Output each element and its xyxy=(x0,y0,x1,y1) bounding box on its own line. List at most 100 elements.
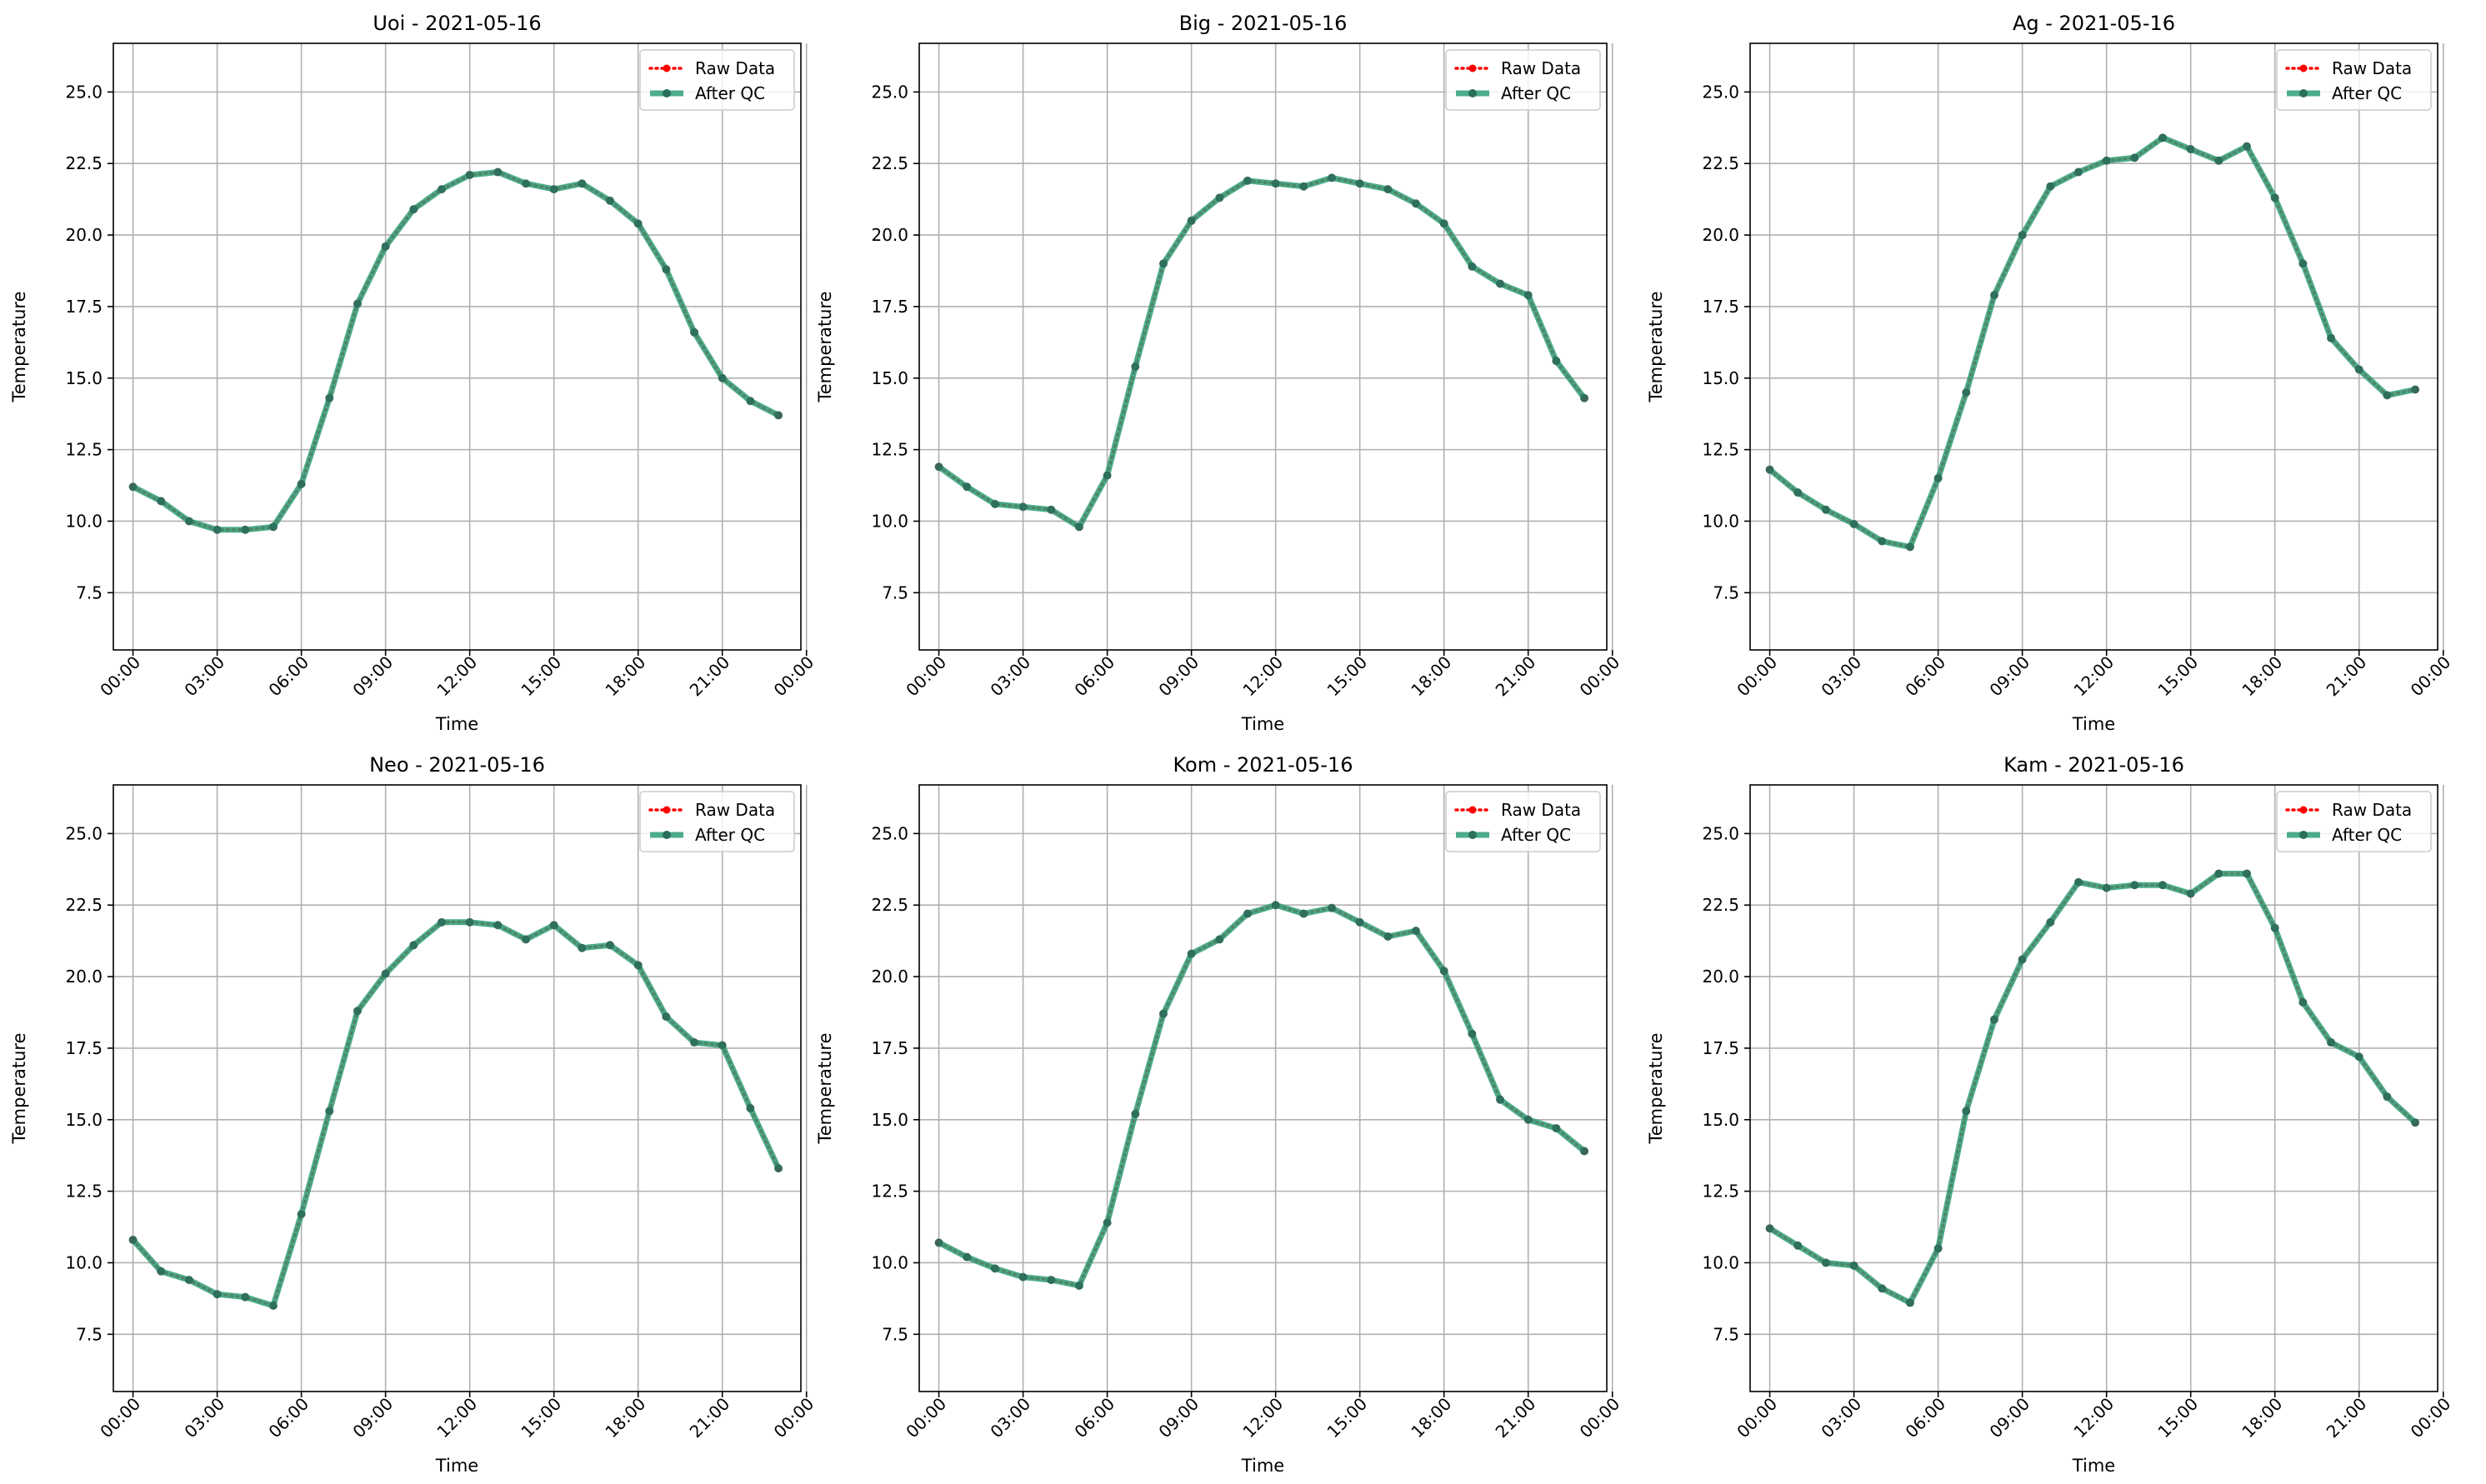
data-point-after-qc xyxy=(2327,1038,2336,1047)
data-point-after-qc xyxy=(718,373,727,382)
x-tick-label: 18:00 xyxy=(2238,652,2287,701)
data-point-after-qc xyxy=(184,1276,193,1285)
y-tick-label: 25.0 xyxy=(1702,823,1739,843)
data-point-after-qc xyxy=(325,1107,334,1116)
data-point-after-qc xyxy=(1933,473,1943,482)
data-point-after-qc xyxy=(2383,391,2392,400)
subplot-6: 7.5 10.0 12.5 15.0 17.5 20.0 22.5 25.0 00:00 03:0… xyxy=(1646,753,2454,1476)
y-tick-label: 25.0 xyxy=(871,823,908,843)
data-point-after-qc xyxy=(1580,1147,1589,1156)
data-point-after-qc xyxy=(1299,909,1308,918)
y-tick-label: 22.5 xyxy=(871,895,908,915)
data-point-after-qc xyxy=(1905,1298,1914,1307)
data-point-after-qc xyxy=(606,196,615,205)
data-point-after-qc xyxy=(1383,185,1393,194)
data-point-after-qc xyxy=(2354,365,2363,374)
data-point-after-qc xyxy=(268,1301,278,1310)
data-point-after-qc xyxy=(1468,262,1477,271)
data-point-after-qc xyxy=(2046,917,2055,927)
data-point-after-qc xyxy=(157,497,166,506)
legend-label-after-qc: After QC xyxy=(1501,825,1571,845)
data-point-after-qc xyxy=(774,411,783,420)
data-point-after-qc xyxy=(1131,362,1140,372)
x-tick-label: 03:00 xyxy=(986,652,1034,701)
legend-marker-after-qc xyxy=(1468,89,1477,97)
axes-frame xyxy=(113,42,802,651)
legend-marker-raw-data xyxy=(1468,806,1477,814)
x-tick-label: 18:00 xyxy=(1408,1394,1456,1442)
data-point-after-qc xyxy=(1989,291,1998,300)
series-line-after-qc xyxy=(130,919,782,1309)
y-tick-label: 15.0 xyxy=(871,368,908,388)
x-tick-label: 21:00 xyxy=(1492,1394,1540,1442)
data-point-after-qc xyxy=(493,921,503,930)
subplot-1: 7.5 10.0 12.5 15.0 17.5 20.0 22.5 25.0 00:00 03:0… xyxy=(9,12,818,734)
data-point-after-qc xyxy=(522,179,530,188)
data-point-after-qc xyxy=(1328,173,1336,182)
legend: Raw Data After QC xyxy=(1445,791,1601,852)
data-point-after-qc xyxy=(409,205,418,214)
data-point-after-qc xyxy=(241,525,250,534)
data-point-after-qc xyxy=(409,941,418,950)
data-point-after-qc xyxy=(213,1290,222,1299)
data-point-after-qc xyxy=(1383,932,1393,941)
x-axis-label: Time xyxy=(1241,714,1284,734)
data-point-after-qc xyxy=(1243,909,1252,918)
data-point-after-qc xyxy=(1271,901,1280,910)
x-tick-label: 00:00 xyxy=(2407,652,2455,701)
data-point-after-qc xyxy=(1496,279,1505,288)
legend-marker-raw-data xyxy=(663,64,671,72)
y-tick-label: 20.0 xyxy=(1702,967,1739,987)
data-point-after-qc xyxy=(578,179,587,188)
y-tick-label: 10.0 xyxy=(871,511,908,531)
legend: Raw Data After QC xyxy=(639,49,795,111)
subplot-title: Ag - 2021-05-16 xyxy=(2013,12,2175,35)
data-point-after-qc xyxy=(128,482,138,492)
series-line-raw-data xyxy=(937,176,1586,529)
data-point-after-qc xyxy=(1074,1281,1083,1290)
data-point-after-qc xyxy=(2102,883,2111,892)
legend-label-after-qc: After QC xyxy=(695,825,765,845)
x-tick-label: 12:00 xyxy=(2069,652,2118,701)
data-point-after-qc xyxy=(963,1252,972,1262)
x-tick-label: 03:00 xyxy=(180,1394,228,1442)
y-tick-label: 10.0 xyxy=(871,1252,908,1272)
subplot-3: 7.5 10.0 12.5 15.0 17.5 20.0 22.5 25.0 00:00 03:0… xyxy=(1646,12,2454,734)
y-tick-label: 22.5 xyxy=(871,153,908,173)
x-tick-label: 09:00 xyxy=(1154,652,1203,701)
x-tick-label: 09:00 xyxy=(348,652,397,701)
y-tick-label: 20.0 xyxy=(1702,225,1739,245)
legend-marker-after-qc xyxy=(663,831,671,839)
data-point-after-qc xyxy=(990,1264,999,1273)
data-point-after-qc xyxy=(2130,881,2139,890)
data-point-after-qc xyxy=(325,393,334,402)
x-tick-label: 06:00 xyxy=(264,1394,313,1442)
data-point-after-qc xyxy=(1468,1029,1477,1038)
data-point-after-qc xyxy=(241,1292,250,1302)
y-tick-label: 15.0 xyxy=(871,1110,908,1130)
data-point-after-qc xyxy=(1187,216,1196,225)
y-tick-label: 15.0 xyxy=(65,368,103,388)
data-point-after-qc xyxy=(2270,193,2279,202)
data-point-after-qc xyxy=(2214,869,2223,878)
y-tick-label: 25.0 xyxy=(65,82,103,102)
y-tick-label: 12.5 xyxy=(871,440,908,460)
legend-label-after-qc: After QC xyxy=(695,83,765,103)
x-tick-label: 18:00 xyxy=(2238,1394,2287,1442)
legend-label-after-qc: After QC xyxy=(2332,83,2402,103)
y-tick-label: 17.5 xyxy=(1702,297,1739,317)
data-point-after-qc xyxy=(157,1267,166,1276)
y-tick-label: 17.5 xyxy=(65,297,103,317)
x-tick-label: 12:00 xyxy=(433,652,481,701)
data-point-after-qc xyxy=(934,462,943,472)
x-tick-label: 03:00 xyxy=(1817,1394,1865,1442)
data-point-after-qc xyxy=(2018,231,2027,240)
data-point-after-qc xyxy=(2158,133,2167,142)
y-tick-label: 25.0 xyxy=(871,82,908,102)
data-point-after-qc xyxy=(353,299,362,308)
data-point-after-qc xyxy=(718,1041,727,1050)
data-point-after-qc xyxy=(1047,505,1056,514)
data-point-after-qc xyxy=(184,517,193,526)
y-tick-label: 22.5 xyxy=(1702,895,1739,915)
